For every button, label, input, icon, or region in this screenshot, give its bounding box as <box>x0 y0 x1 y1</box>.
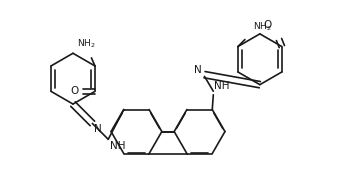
Text: NH: NH <box>214 81 229 91</box>
Text: O: O <box>70 86 78 96</box>
Text: NH$_2$: NH$_2$ <box>253 21 271 33</box>
Text: N: N <box>194 65 202 75</box>
Text: NH: NH <box>110 141 126 151</box>
Text: O: O <box>264 20 272 30</box>
Text: N: N <box>94 124 102 134</box>
Text: NH$_2$: NH$_2$ <box>77 38 96 50</box>
